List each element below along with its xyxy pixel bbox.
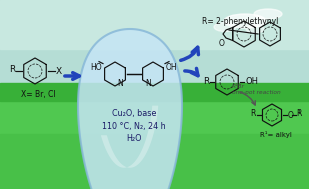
Text: R: R [251,109,256,119]
Bar [0,0,309,94]
Text: R= 2-phenylethynyl: R= 2-phenylethynyl [202,17,278,26]
Polygon shape [101,106,158,168]
Ellipse shape [224,14,266,28]
Text: OH: OH [166,63,178,71]
Text: OH: OH [245,77,258,87]
Text: N: N [145,78,151,88]
Text: R: R [9,66,15,74]
Bar [0,83,309,101]
Text: R¹Br
one-pot reaction: R¹Br one-pot reaction [232,84,281,95]
Text: R¹= alkyl: R¹= alkyl [260,131,292,138]
Ellipse shape [254,9,282,19]
Text: X= Br, Cl: X= Br, Cl [21,90,55,99]
Text: 1: 1 [297,109,300,115]
Text: N: N [117,78,123,88]
Text: O: O [219,39,225,48]
Polygon shape [78,29,182,189]
Text: R: R [203,77,209,85]
Bar [0,0,309,49]
Text: O: O [288,111,294,119]
Ellipse shape [214,22,236,32]
Text: R: R [296,109,301,119]
Bar [0,89,309,189]
Bar [0,134,309,189]
Text: Cu₂O, base
110 °C, N₂, 24 h
H₂O: Cu₂O, base 110 °C, N₂, 24 h H₂O [102,109,166,143]
Text: X: X [56,67,62,75]
Ellipse shape [246,25,264,33]
Text: HO: HO [90,63,102,71]
